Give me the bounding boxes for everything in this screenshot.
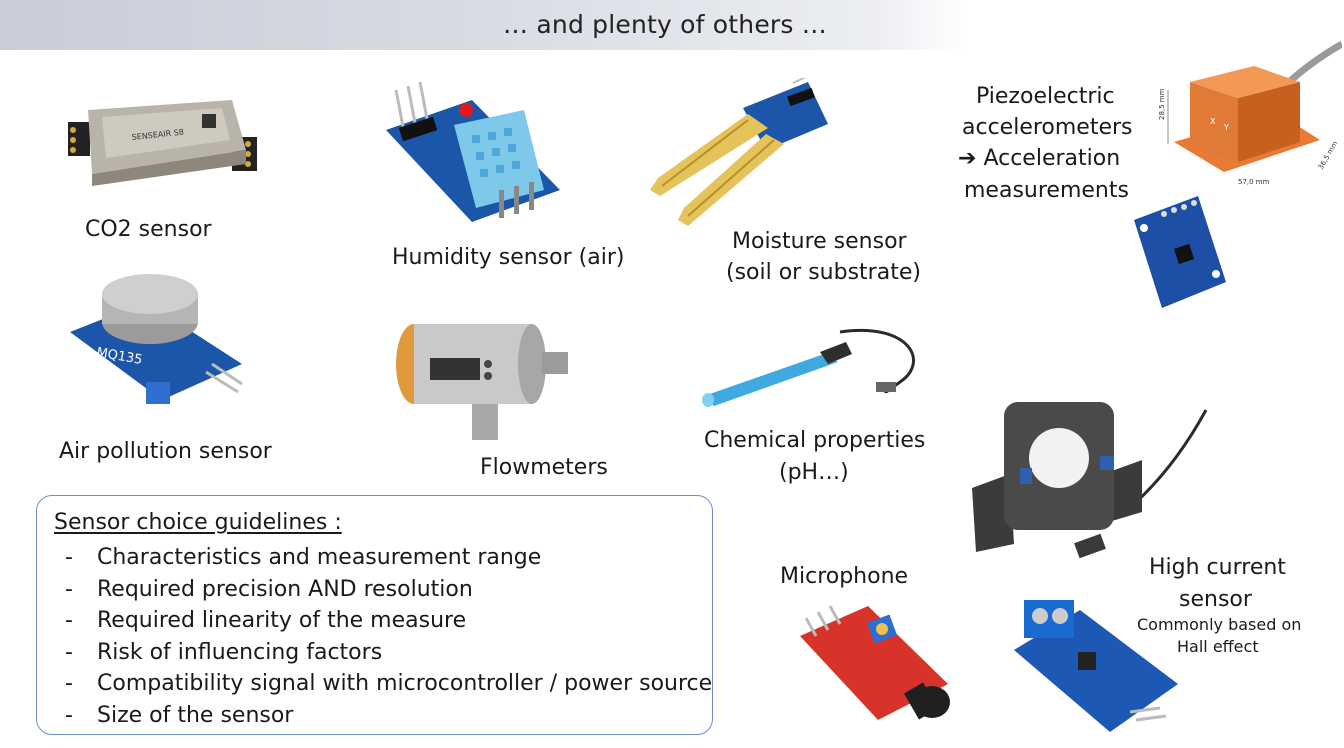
moisture-sensor-label-line1: Moisture sensor [732,229,907,254]
ph-probe-image [702,329,915,407]
high-current-label-line2: sensor [1179,587,1252,612]
accelerometer-board-image [1134,196,1226,308]
svg-text:57,0 mm: 57,0 mm [1238,178,1270,186]
guideline-item: - Characteristics and measurement range [65,545,542,570]
air-pollution-sensor-image: MQ135 [70,274,243,404]
piezo-label-line1: Piezoelectric [976,84,1115,109]
moisture-sensor-label-line2: (soil or substrate) [726,260,921,285]
guideline-item: - Required precision AND resolution [65,576,473,602]
flowmeter-image [396,324,568,440]
hall-effect-note-line2: Hall effect [1177,637,1259,656]
guidelines-list: - Characteristics and measurement range -… [65,542,712,732]
header-bar [0,0,1344,50]
guidelines-title: Sensor choice guidelines : [54,510,342,535]
chemical-properties-label-line2: (pH…) [779,460,849,485]
chemical-properties-label-line1: Chemical properties [704,428,926,453]
moisture-sensor-image [650,78,828,226]
microphone-label: Microphone [780,564,909,589]
hall-effect-note-line1: Commonly based on [1137,615,1302,634]
air-pollution-sensor-label: Air pollution sensor [59,439,272,464]
piezo-label-line4: measurements [964,178,1129,203]
svg-text:36,5 mm: 36,5 mm [1317,140,1340,171]
svg-text:X: X [1210,117,1216,126]
guidelines-box: Sensor choice guidelines : - Characterist… [36,495,713,735]
piezo-label-line3: ➔ Acceleration [958,146,1121,171]
guideline-item: - Size of the sensor [65,702,294,728]
accelerometer-image: X Y 28,5 mm 57,0 mm 36,5 mm [1158,40,1342,186]
guideline-item: - Risk of influencing factors [65,639,383,665]
svg-text:28,5 mm: 28,5 mm [1158,88,1166,120]
guideline-item: - Compatibility signal with microcontroll… [65,671,713,697]
svg-text:Y: Y [1223,123,1229,132]
page-title: … and plenty of others … [503,10,827,39]
microphone-board-image [800,605,950,720]
piezo-label-line2: accelerometers [962,115,1133,140]
flowmeter-label: Flowmeters [480,455,608,480]
humidity-sensor-image [386,81,560,222]
co2-sensor-image: SENSEAIR S8 [68,100,257,186]
guideline-item: - Required linearity of the measure [65,608,467,634]
co2-sensor-label: CO2 sensor [85,217,212,242]
arrow-right-icon: ➔ [958,146,977,171]
hall-current-board-image [1014,600,1178,732]
high-current-label-line1: High current [1149,555,1286,580]
current-sensor-image [972,402,1208,559]
humidity-sensor-label: Humidity sensor (air) [392,245,625,270]
